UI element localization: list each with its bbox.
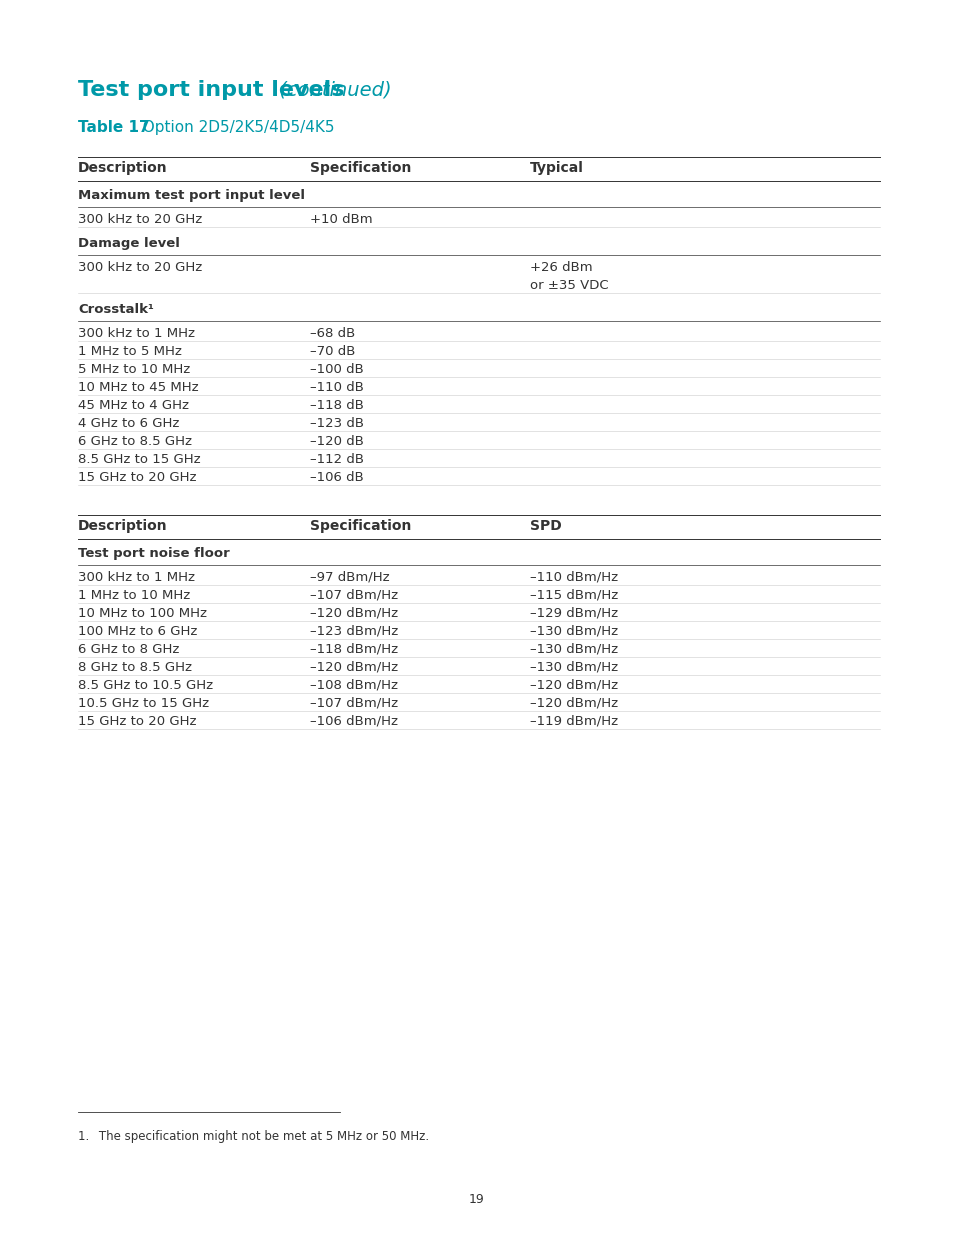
Text: 10.5 GHz to 15 GHz: 10.5 GHz to 15 GHz [78,697,209,710]
Text: –123 dBm/Hz: –123 dBm/Hz [310,625,397,638]
Text: 10 MHz to 100 MHz: 10 MHz to 100 MHz [78,606,207,620]
Text: 19: 19 [469,1193,484,1207]
Text: –123 dB: –123 dB [310,417,364,430]
Text: 5 MHz to 10 MHz: 5 MHz to 10 MHz [78,363,190,375]
Text: Table 17: Table 17 [78,120,150,135]
Text: –97 dBm/Hz: –97 dBm/Hz [310,571,389,584]
Text: SPD: SPD [530,519,561,534]
Text: 300 kHz to 20 GHz: 300 kHz to 20 GHz [78,212,202,226]
Text: –130 dBm/Hz: –130 dBm/Hz [530,625,618,638]
Text: Typical: Typical [530,161,583,175]
Text: 100 MHz to 6 GHz: 100 MHz to 6 GHz [78,625,197,638]
Text: 1 MHz to 10 MHz: 1 MHz to 10 MHz [78,589,190,601]
Text: –120 dBm/Hz: –120 dBm/Hz [530,697,618,710]
Text: –106 dBm/Hz: –106 dBm/Hz [310,715,397,727]
Text: Description: Description [78,161,168,175]
Text: Description: Description [78,519,168,534]
Text: 8.5 GHz to 15 GHz: 8.5 GHz to 15 GHz [78,453,200,466]
Text: (continued): (continued) [273,80,392,99]
Text: +26 dBm: +26 dBm [530,261,592,274]
Text: Test port input levels: Test port input levels [78,80,344,100]
Text: –120 dB: –120 dB [310,435,363,448]
Text: –107 dBm/Hz: –107 dBm/Hz [310,589,397,601]
Text: –68 dB: –68 dB [310,327,355,340]
Text: –115 dBm/Hz: –115 dBm/Hz [530,589,618,601]
Text: +10 dBm: +10 dBm [310,212,373,226]
Text: –120 dBm/Hz: –120 dBm/Hz [310,661,397,674]
Text: . Option 2D5/2K5/4D5/4K5: . Option 2D5/2K5/4D5/4K5 [132,120,335,135]
Text: –119 dBm/Hz: –119 dBm/Hz [530,715,618,727]
Text: 4 GHz to 6 GHz: 4 GHz to 6 GHz [78,417,179,430]
Text: or ±35 VDC: or ±35 VDC [530,279,608,291]
Text: –130 dBm/Hz: –130 dBm/Hz [530,643,618,656]
Text: 300 kHz to 20 GHz: 300 kHz to 20 GHz [78,261,202,274]
Text: 10 MHz to 45 MHz: 10 MHz to 45 MHz [78,382,198,394]
Text: 1.  The specification might not be met at 5 MHz or 50 MHz.: 1. The specification might not be met at… [78,1130,429,1144]
Text: 8.5 GHz to 10.5 GHz: 8.5 GHz to 10.5 GHz [78,679,213,692]
Text: –120 dBm/Hz: –120 dBm/Hz [530,679,618,692]
Text: Specification: Specification [310,161,411,175]
Text: 300 kHz to 1 MHz: 300 kHz to 1 MHz [78,571,194,584]
Text: –112 dB: –112 dB [310,453,364,466]
Text: Specification: Specification [310,519,411,534]
Text: 45 MHz to 4 GHz: 45 MHz to 4 GHz [78,399,189,412]
Text: 6 GHz to 8.5 GHz: 6 GHz to 8.5 GHz [78,435,192,448]
Text: 15 GHz to 20 GHz: 15 GHz to 20 GHz [78,471,196,484]
Text: –129 dBm/Hz: –129 dBm/Hz [530,606,618,620]
Text: Crosstalk¹: Crosstalk¹ [78,303,153,316]
Text: –108 dBm/Hz: –108 dBm/Hz [310,679,397,692]
Text: –107 dBm/Hz: –107 dBm/Hz [310,697,397,710]
Text: –118 dBm/Hz: –118 dBm/Hz [310,643,397,656]
Text: 6 GHz to 8 GHz: 6 GHz to 8 GHz [78,643,179,656]
Text: Damage level: Damage level [78,237,180,249]
Text: –118 dB: –118 dB [310,399,363,412]
Text: 1 MHz to 5 MHz: 1 MHz to 5 MHz [78,345,182,358]
Text: 8 GHz to 8.5 GHz: 8 GHz to 8.5 GHz [78,661,192,674]
Text: –100 dB: –100 dB [310,363,363,375]
Text: 15 GHz to 20 GHz: 15 GHz to 20 GHz [78,715,196,727]
Text: –70 dB: –70 dB [310,345,355,358]
Text: Test port noise floor: Test port noise floor [78,547,230,559]
Text: –130 dBm/Hz: –130 dBm/Hz [530,661,618,674]
Text: 300 kHz to 1 MHz: 300 kHz to 1 MHz [78,327,194,340]
Text: –110 dBm/Hz: –110 dBm/Hz [530,571,618,584]
Text: –120 dBm/Hz: –120 dBm/Hz [310,606,397,620]
Text: –110 dB: –110 dB [310,382,363,394]
Text: –106 dB: –106 dB [310,471,363,484]
Text: Maximum test port input level: Maximum test port input level [78,189,305,203]
